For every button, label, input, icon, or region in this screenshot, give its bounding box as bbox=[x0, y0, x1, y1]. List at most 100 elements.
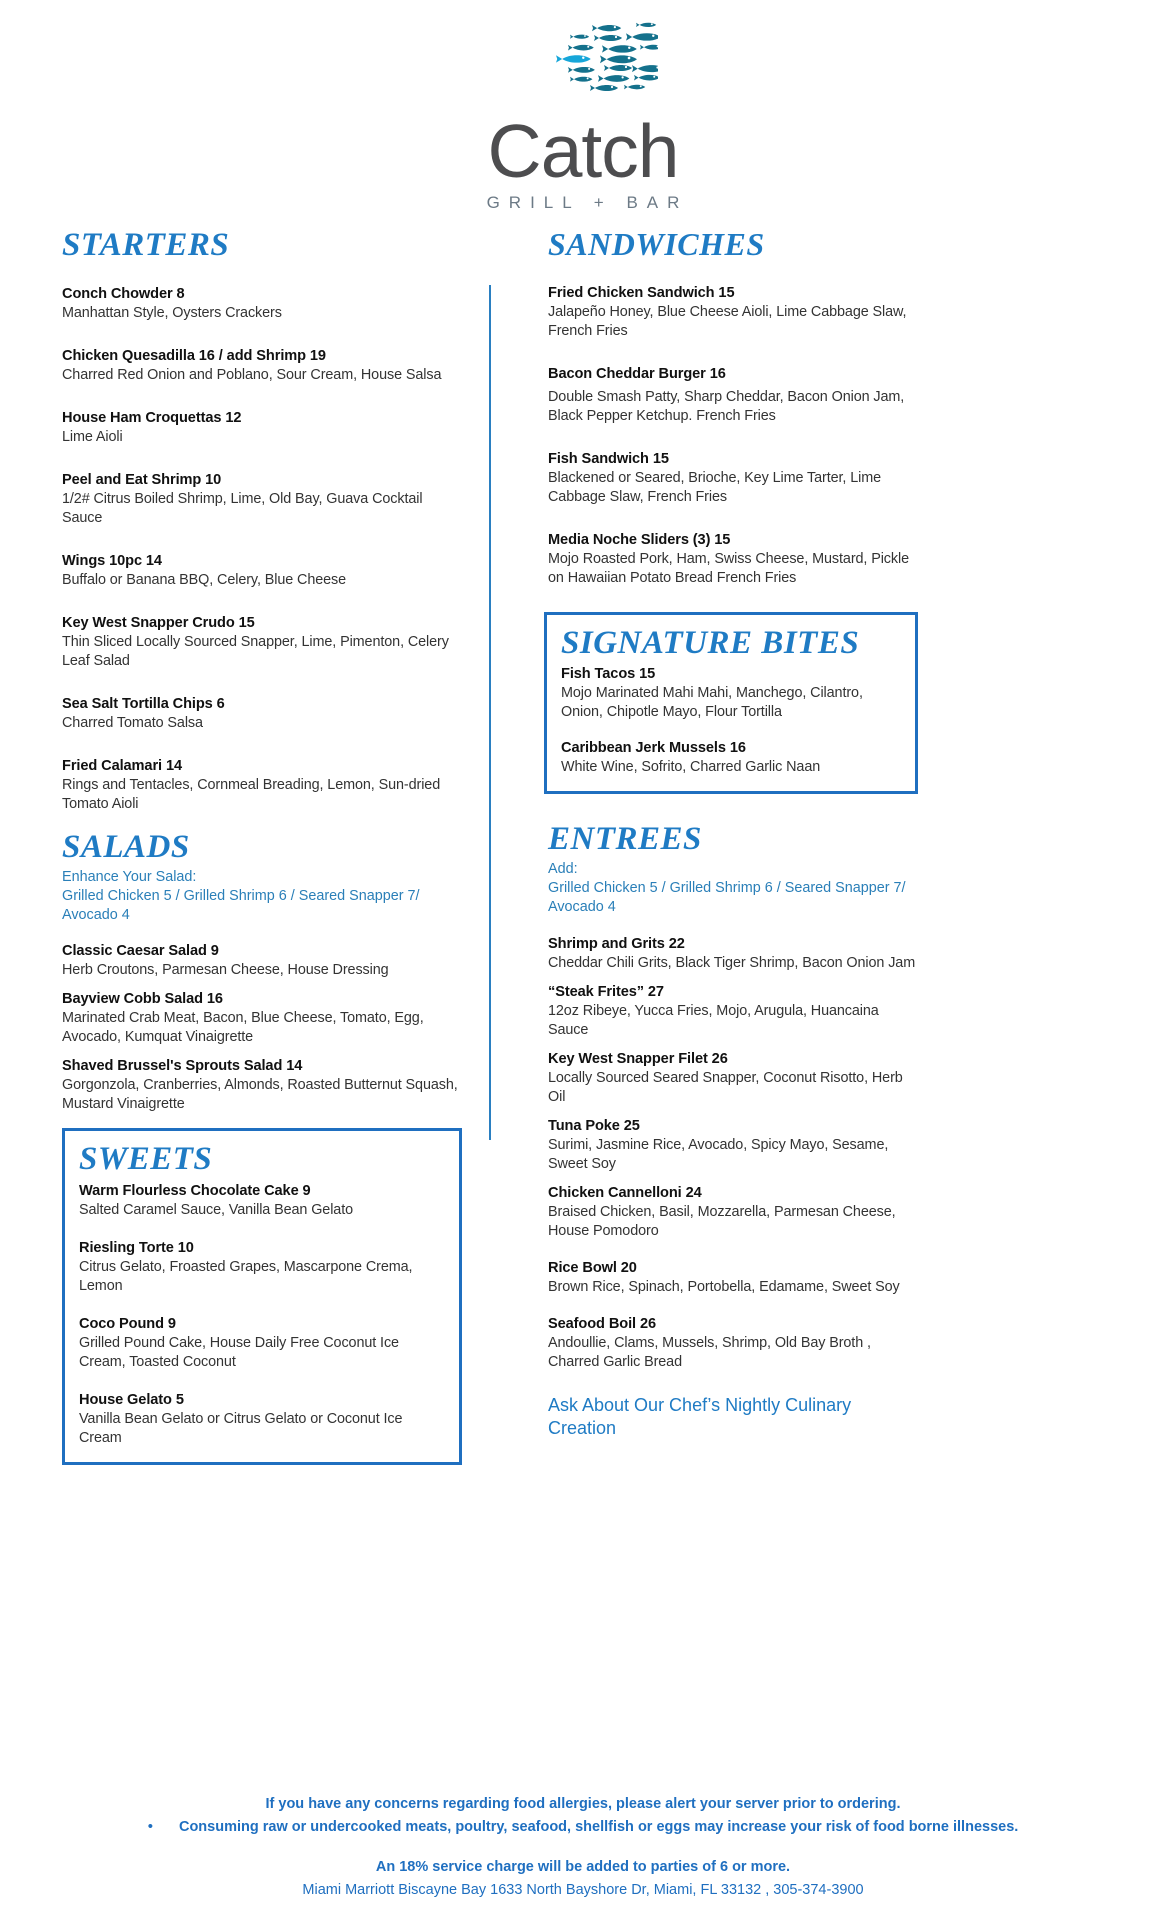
item-name: Fried Calamari 14 bbox=[62, 757, 182, 774]
menu-item: Warm Flourless Chocolate Cake 9 Salted C… bbox=[79, 1182, 445, 1220]
section-heading-salads: SALADS bbox=[62, 828, 190, 865]
item-description: Cheddar Chili Grits, Black Tiger Shrimp,… bbox=[548, 954, 916, 971]
menu-item: Sea Salt Tortilla Chips 6 Charred Tomato… bbox=[62, 695, 462, 733]
item-description: Gorgonzola, Cranberries, Almonds, Roaste… bbox=[62, 1077, 458, 1113]
item-description: 1/2# Citrus Boiled Shrimp, Lime, Old Bay… bbox=[62, 490, 423, 526]
menu-item: House Gelato 5 Vanilla Bean Gelato or Ci… bbox=[79, 1391, 445, 1448]
menu-item: Classic Caesar Salad 9 Herb Croutons, Pa… bbox=[62, 942, 462, 980]
restaurant-address: Miami Marriott Biscayne Bay 1633 North B… bbox=[302, 1881, 864, 1898]
item-description: Vanilla Bean Gelato or Citrus Gelato or … bbox=[79, 1410, 403, 1446]
menu-item: Shaved Brussel's Sprouts Salad 14 Gorgon… bbox=[62, 1057, 462, 1114]
item-name: Bacon Cheddar Burger 16 bbox=[548, 365, 726, 382]
item-description: Citrus Gelato, Froasted Grapes, Mascarpo… bbox=[79, 1258, 413, 1294]
item-description: Mojo Roasted Pork, Ham, Swiss Cheese, Mu… bbox=[548, 550, 909, 586]
item-name: Caribbean Jerk Mussels 16 bbox=[561, 740, 746, 757]
item-name: House Gelato 5 bbox=[79, 1391, 184, 1408]
section-heading-signature-bites: SIGNATURE BITES bbox=[561, 624, 860, 661]
menu-item: Key West Snapper Filet 26 Locally Source… bbox=[548, 1050, 918, 1107]
item-name: Bayview Cobb Salad 16 bbox=[62, 991, 223, 1008]
chef-special-note: Ask About Our Chef’s Nightly Culinary Cr… bbox=[548, 1394, 852, 1438]
item-description: Buffalo or Banana BBQ, Celery, Blue Chee… bbox=[62, 571, 347, 588]
menu-item: Fried Calamari 14 Rings and Tentacles, C… bbox=[62, 757, 462, 814]
item-description: Charred Red Onion and Poblano, Sour Crea… bbox=[62, 366, 442, 383]
item-description: Herb Croutons, Parmesan Cheese, House Dr… bbox=[62, 962, 389, 979]
menu-item: Riesling Torte 10 Citrus Gelato, Froaste… bbox=[79, 1239, 445, 1296]
item-name: Key West Snapper Crudo 15 bbox=[62, 614, 255, 631]
menu-item: Bacon Cheddar Burger 16 Double Smash Pat… bbox=[548, 365, 918, 426]
menu-item: Fish Tacos 15 Mojo Marinated Mahi Mahi, … bbox=[561, 665, 901, 722]
entree-add-note: Add: Grilled Chicken 5 / Grilled Shrimp … bbox=[548, 860, 918, 917]
bullet-icon: • bbox=[147, 1817, 153, 1835]
section-heading-sandwiches: SANDWICHES bbox=[548, 226, 765, 262]
menu-item: Chicken Quesadilla 16 / add Shrimp 19 Ch… bbox=[62, 347, 462, 385]
item-description: Thin Sliced Locally Sourced Snapper, Lim… bbox=[62, 633, 449, 669]
item-name: Fried Chicken Sandwich 15 bbox=[548, 284, 735, 301]
section-heading-starters: STARTERS bbox=[62, 227, 230, 263]
item-description: Andoullie, Clams, Mussels, Shrimp, Old B… bbox=[548, 1334, 871, 1370]
fish-school-icon bbox=[556, 22, 658, 91]
menu-item: Fried Chicken Sandwich 15 Jalapeño Honey… bbox=[548, 284, 918, 341]
enhance-options: Grilled Chicken 5 / Grilled Shrimp 6 / S… bbox=[62, 888, 420, 924]
item-name: Tuna Poke 25 bbox=[548, 1117, 640, 1134]
service-charge-notice: An 18% service charge will be added to p… bbox=[375, 1859, 791, 1876]
item-name: Shrimp and Grits 22 bbox=[548, 935, 685, 952]
add-label: Add: bbox=[548, 860, 578, 877]
item-description: Salted Caramel Sauce, Vanilla Bean Gelat… bbox=[79, 1201, 354, 1218]
sweets-box: SWEETS Warm Flourless Chocolate Cake 9 S… bbox=[62, 1128, 462, 1465]
item-description: Brown Rice, Spinach, Portobella, Edamame… bbox=[548, 1278, 900, 1295]
raw-food-notice: Consuming raw or undercooked meats, poul… bbox=[178, 1818, 1019, 1835]
logo-tagline: GRILL + BAR bbox=[486, 193, 689, 212]
menu-item: Tuna Poke 25 Surimi, Jasmine Rice, Avoca… bbox=[548, 1117, 918, 1174]
item-name: Media Noche Sliders (3) 15 bbox=[548, 531, 731, 548]
item-description: Jalapeño Honey, Blue Cheese Aioli, Lime … bbox=[548, 303, 907, 339]
item-description: Locally Sourced Seared Snapper, Coconut … bbox=[548, 1069, 903, 1105]
section-heading-entrees: ENTREES bbox=[548, 821, 702, 858]
item-description: White Wine, Sofrito, Charred Garlic Naan bbox=[561, 759, 821, 776]
menu-item: Media Noche Sliders (3) 15 Mojo Roasted … bbox=[548, 531, 918, 588]
item-description: Surimi, Jasmine Rice, Avocado, Spicy May… bbox=[548, 1136, 889, 1172]
item-name: Shaved Brussel's Sprouts Salad 14 bbox=[62, 1058, 303, 1075]
item-name: Fish Tacos 15 bbox=[561, 666, 656, 683]
item-description: Mojo Marinated Mahi Mahi, Manchego, Cila… bbox=[561, 685, 863, 721]
menu-item: Shrimp and Grits 22 Cheddar Chili Grits,… bbox=[548, 935, 918, 973]
item-description: 12oz Ribeye, Yucca Fries, Mojo, Arugula,… bbox=[548, 1002, 879, 1038]
item-description: Rings and Tentacles, Cornmeal Breading, … bbox=[62, 776, 441, 812]
item-name: Chicken Cannelloni 24 bbox=[548, 1184, 702, 1201]
item-description: Marinated Crab Meat, Bacon, Blue Cheese,… bbox=[62, 1010, 424, 1046]
item-name: Classic Caesar Salad 9 bbox=[62, 943, 219, 960]
item-name: Chicken Quesadilla 16 / add Shrimp 19 bbox=[62, 347, 326, 364]
salad-enhance-note: Enhance Your Salad: Grilled Chicken 5 / … bbox=[62, 868, 462, 925]
add-options: Grilled Chicken 5 / Grilled Shrimp 6 / S… bbox=[548, 879, 906, 915]
menu-item: Rice Bowl 20 Brown Rice, Spinach, Portob… bbox=[548, 1259, 918, 1297]
item-description: Lime Aioli bbox=[62, 428, 123, 445]
allergy-notice: If you have any concerns regarding food … bbox=[265, 1796, 901, 1813]
section-heading-sweets: SWEETS bbox=[79, 1141, 213, 1178]
menu-item: Caribbean Jerk Mussels 16 White Wine, So… bbox=[561, 739, 901, 777]
item-description: Manhattan Style, Oysters Crackers bbox=[62, 304, 282, 321]
menu-item: “Steak Frites” 27 12oz Ribeye, Yucca Fri… bbox=[548, 983, 918, 1040]
item-name: House Ham Croquettas 12 bbox=[62, 409, 242, 426]
footer: If you have any concerns regarding food … bbox=[0, 1793, 1166, 1902]
right-column: SANDWICHES Fried Chicken Sandwich 15 Jal… bbox=[544, 226, 918, 1440]
menu-item: Conch Chowder 8 Manhattan Style, Oysters… bbox=[62, 285, 462, 323]
menu-item: Seafood Boil 26 Andoullie, Clams, Mussel… bbox=[548, 1315, 918, 1372]
menu-item: Fish Sandwich 15 Blackened or Seared, Br… bbox=[548, 450, 918, 507]
item-name: Key West Snapper Filet 26 bbox=[548, 1050, 728, 1067]
menu-item: Coco Pound 9 Grilled Pound Cake, House D… bbox=[79, 1315, 445, 1372]
left-column: STARTERS Conch Chowder 8 Manhattan Style… bbox=[62, 228, 462, 1465]
menu-item: Peel and Eat Shrimp 10 1/2# Citrus Boile… bbox=[62, 471, 462, 528]
item-description: Charred Tomato Salsa bbox=[62, 714, 203, 731]
item-description: Double Smash Patty, Sharp Cheddar, Bacon… bbox=[548, 388, 905, 424]
menu-item: Key West Snapper Crudo 15 Thin Sliced Lo… bbox=[62, 614, 462, 671]
enhance-label: Enhance Your Salad: bbox=[62, 869, 197, 886]
item-description: Braised Chicken, Basil, Mozzarella, Parm… bbox=[548, 1203, 896, 1239]
item-description: Blackened or Seared, Brioche, Key Lime T… bbox=[548, 469, 881, 505]
raw-food-notice-row: • Consuming raw or undercooked meats, po… bbox=[0, 1816, 1166, 1839]
item-name: Coco Pound 9 bbox=[79, 1315, 176, 1332]
item-name: Warm Flourless Chocolate Cake 9 bbox=[79, 1182, 311, 1199]
item-name: Peel and Eat Shrimp 10 bbox=[62, 471, 222, 488]
item-name: Wings 10pc 14 bbox=[62, 552, 162, 569]
item-name: Fish Sandwich 15 bbox=[548, 450, 669, 467]
signature-bites-box: SIGNATURE BITES Fish Tacos 15 Mojo Marin… bbox=[544, 611, 918, 795]
